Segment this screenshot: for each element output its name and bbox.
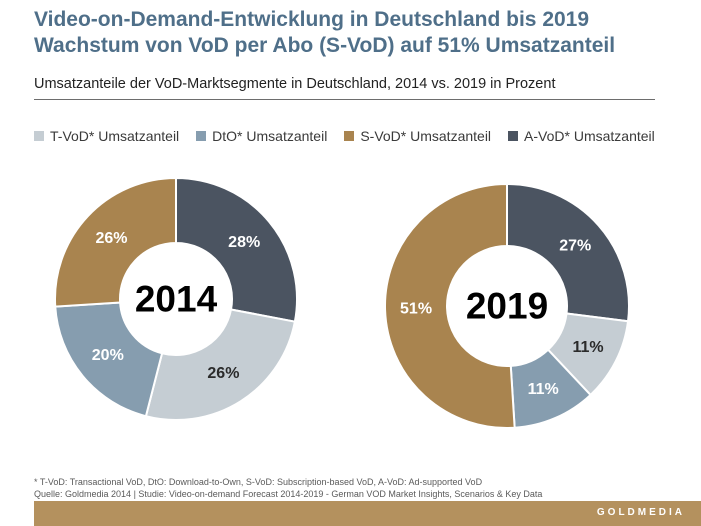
- slice-label-2014-s-vod: 26%: [95, 230, 127, 247]
- donut-center-year-2014: 2014: [135, 279, 218, 320]
- title-line-1: Video-on-Demand-Entwicklung in Deutschla…: [34, 8, 590, 31]
- legend-item-dto: DtO* Umsatzanteil: [196, 128, 327, 144]
- donut-slice-2014-s-vod: [54, 176, 177, 308]
- page-title: Video-on-Demand-Entwicklung in Deutschla…: [34, 7, 615, 59]
- slice-label-2014-dto: 20%: [92, 347, 124, 364]
- slice-label-2019-a-vod: 27%: [559, 237, 591, 254]
- donut-center-year-2019: 2019: [466, 286, 548, 327]
- legend-label: DtO* Umsatzanteil: [212, 128, 328, 144]
- donut-slice-2014-dto: [54, 301, 164, 418]
- slice-label-2019-dto: 11%: [528, 381, 559, 398]
- donut-slice-2019-s-vod: [383, 182, 516, 429]
- donut-slice-2019-a-vod: [506, 182, 630, 323]
- legend-label: T-VoD* Umsatzanteil: [50, 128, 180, 144]
- slice-label-2014-a-vod: 28%: [228, 234, 260, 251]
- chart-legend: T-VoD* Umsatzanteil DtO* Umsatzanteil S-…: [34, 128, 655, 144]
- legend-label: A-VoD* Umsatzanteil: [524, 128, 655, 144]
- legend-item-a-vod: A-VoD* Umsatzanteil: [508, 128, 655, 144]
- slice-label-2019-t-vod: 11%: [573, 339, 604, 356]
- legend-swatch: [196, 131, 207, 141]
- source-citation: Quelle: Goldmedia 2014 | Studie: Video-o…: [34, 489, 543, 499]
- donut-slice-2014-a-vod: [175, 176, 298, 323]
- legend-label: S-VoD* Umsatzanteil: [360, 128, 492, 144]
- donut-slice-2014-t-vod: [144, 308, 297, 421]
- subtitle-divider: [34, 99, 655, 100]
- legend-swatch: [344, 131, 355, 141]
- chart-subtitle: Umsatzanteile der VoD-Marktsegmente in D…: [34, 76, 556, 92]
- legend-swatch: [34, 131, 44, 141]
- title-line-2: Wachstum von VoD per Abo (S-VoD) auf 51%…: [34, 34, 616, 57]
- slice-label-2019-s-vod: 51%: [400, 300, 432, 317]
- legend-item-t-vod: T-VoD* Umsatzanteil: [34, 128, 179, 144]
- slice-label-2014-t-vod: 26%: [207, 365, 239, 382]
- footnote-definitions: * T-VoD: Transactional VoD, DtO: Downloa…: [34, 477, 483, 487]
- brand-bar: GOLDMEDIA: [34, 501, 701, 526]
- brand-logo-text: GOLDMEDIA: [596, 507, 685, 518]
- legend-swatch: [508, 131, 519, 141]
- legend-item-s-vod: S-VoD* Umsatzanteil: [344, 128, 491, 144]
- footnote: * T-VoD: Transactional VoD, DtO: Downloa…: [34, 476, 542, 500]
